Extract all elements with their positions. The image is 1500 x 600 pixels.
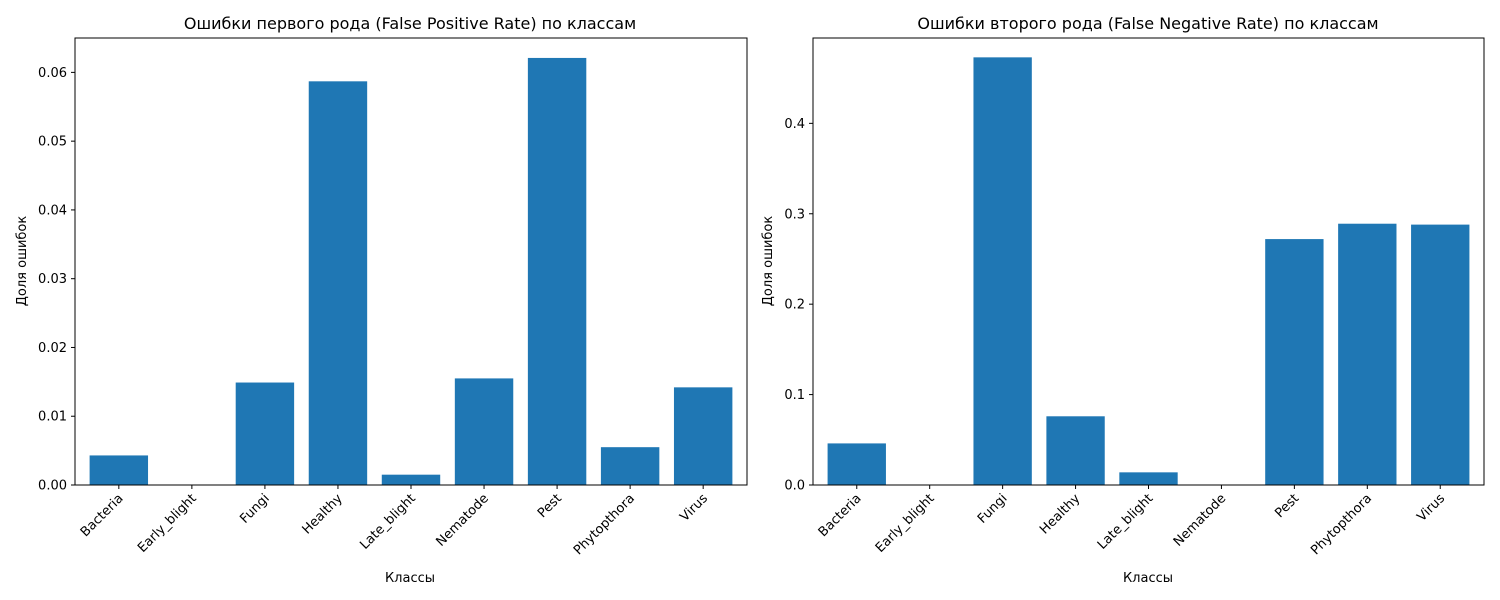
fnr-chart-title: Ошибки второго рода (False Negative Rate…: [917, 14, 1378, 33]
fnr-y-axis-label: Доля ошибок: [761, 216, 776, 307]
fpr-y-axis-label: Доля ошибок: [15, 216, 30, 307]
fpr-bar-fungi: [235, 382, 295, 485]
fpr-bar-healthy: [308, 81, 368, 485]
fnr-y-tick-label: 0.0: [784, 479, 805, 494]
fnr-x-axis-label: Классы: [1123, 571, 1173, 586]
fpr-y-tick-label: 0.00: [38, 479, 67, 494]
fpr-y-tick-label: 0.05: [38, 135, 67, 150]
fpr-bar-phytopthora: [600, 447, 660, 485]
fnr-bar-bacteria: [827, 443, 886, 485]
fnr-bar-late_blight: [1119, 472, 1178, 485]
fpr-y-tick-label: 0.02: [38, 341, 67, 356]
fnr-bar-pest: [1265, 239, 1324, 485]
fpr-chart-title: Ошибки первого рода (False Positive Rate…: [184, 14, 636, 33]
fnr-bar-virus: [1411, 224, 1470, 486]
fnr-bar-fungi: [973, 57, 1032, 485]
fnr-y-tick-label: 0.4: [784, 117, 805, 132]
fpr-bar-nematode: [454, 378, 514, 485]
fpr-y-tick-label: 0.06: [38, 66, 67, 81]
fpr-x-axis-label: Классы: [385, 571, 435, 586]
fpr-y-tick-label: 0.03: [38, 272, 67, 287]
fnr-y-tick-label: 0.2: [784, 298, 805, 313]
fpr-bar-pest: [527, 57, 587, 485]
fpr-y-tick-label: 0.01: [38, 410, 67, 425]
fnr-y-tick-label: 0.1: [784, 388, 805, 403]
fnr-y-tick-label: 0.3: [784, 207, 805, 222]
fpr-bar-virus: [673, 387, 733, 485]
fnr-bar-healthy: [1046, 416, 1105, 485]
fpr-bar-bacteria: [89, 455, 149, 485]
fnr-bar-phytopthora: [1338, 223, 1397, 485]
fpr-bar-late_blight: [381, 474, 441, 485]
fpr-y-tick-label: 0.04: [38, 203, 67, 218]
